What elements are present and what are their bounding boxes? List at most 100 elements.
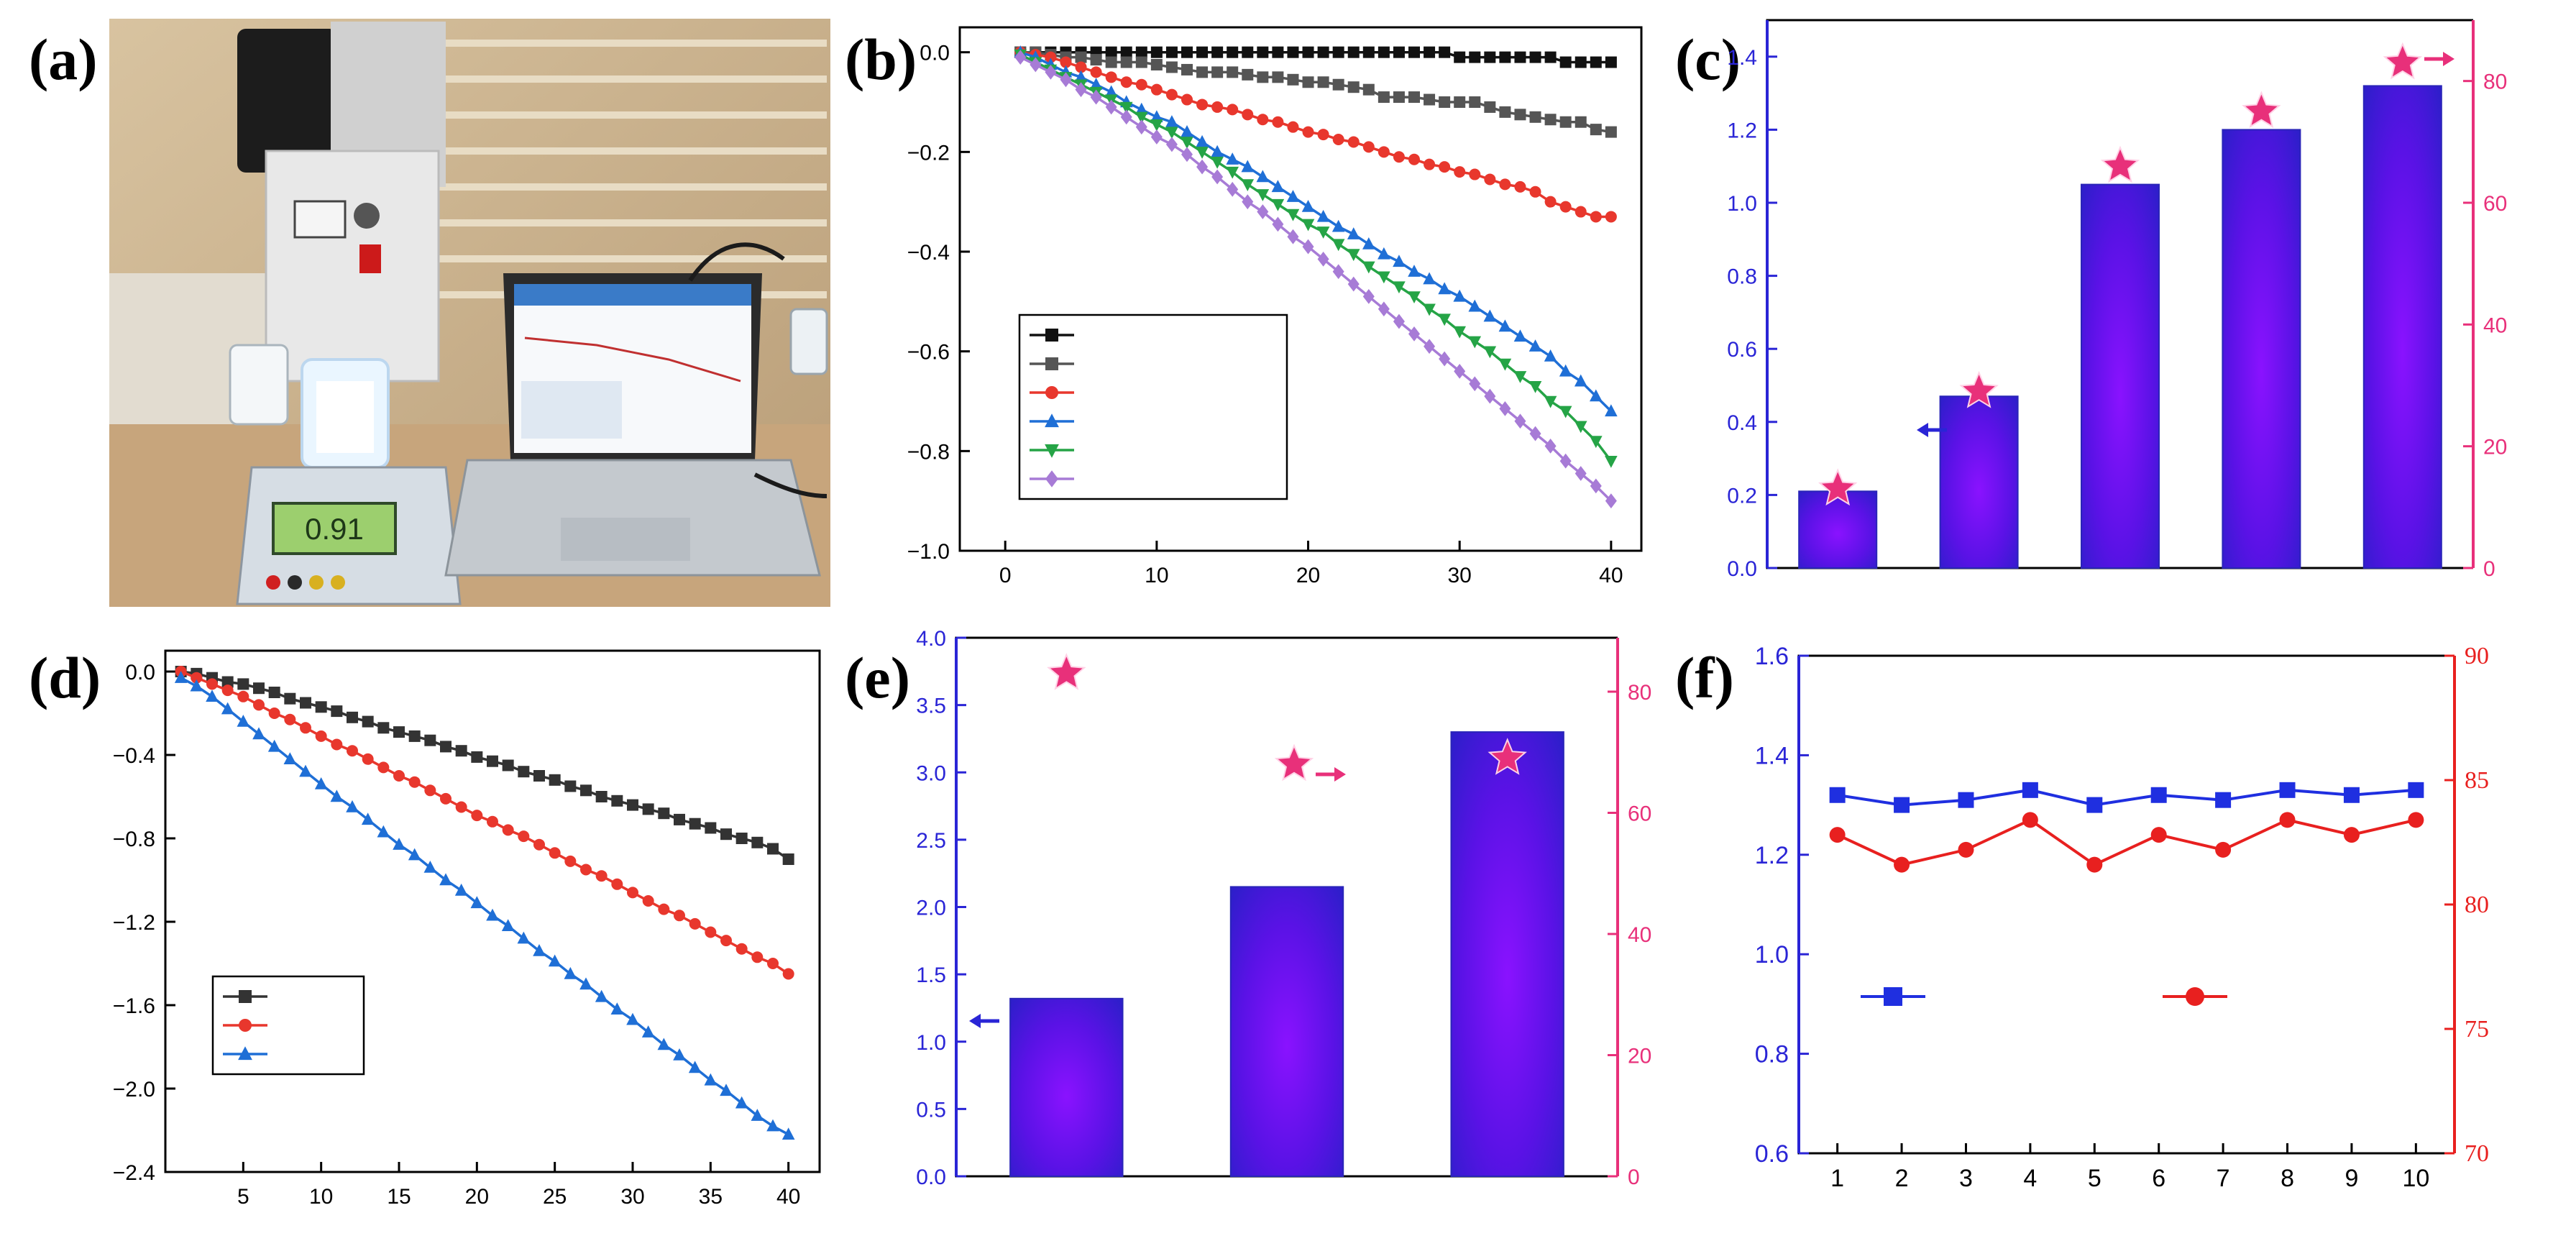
efficiency-star bbox=[1818, 468, 1858, 506]
data-point bbox=[284, 713, 296, 725]
right-y-tick-label: 20 bbox=[2483, 436, 2507, 459]
y-tick-label: 1.2 bbox=[1727, 119, 1757, 142]
efficiency-star bbox=[1959, 370, 1999, 408]
data-point bbox=[1227, 66, 1239, 78]
data-point bbox=[533, 838, 545, 851]
data-point bbox=[1242, 46, 1254, 58]
data-point bbox=[735, 1096, 748, 1109]
data-point bbox=[1424, 93, 1436, 106]
data-point bbox=[657, 1038, 671, 1050]
data-point bbox=[1105, 99, 1117, 115]
data-point bbox=[454, 883, 468, 896]
data-point bbox=[1272, 71, 1284, 83]
data-point bbox=[641, 1025, 655, 1038]
data-point bbox=[767, 958, 779, 969]
x-tick-label: 35 bbox=[699, 1185, 723, 1209]
right-axis-arrowhead bbox=[2443, 52, 2454, 66]
data-point bbox=[674, 910, 685, 922]
data-point bbox=[1544, 395, 1557, 408]
right-y-tick-label: 40 bbox=[1628, 923, 1651, 947]
y-tick-label: 1.0 bbox=[1727, 192, 1757, 216]
data-point bbox=[704, 1073, 718, 1086]
data-point bbox=[1362, 46, 1375, 58]
data-point bbox=[658, 807, 670, 820]
data-point bbox=[1408, 326, 1420, 342]
data-point bbox=[1958, 792, 1974, 808]
data-point bbox=[1165, 115, 1178, 127]
data-point bbox=[1513, 371, 1527, 383]
x-tick-label: 40 bbox=[1599, 564, 1623, 587]
data-point bbox=[518, 830, 530, 843]
data-point bbox=[424, 784, 436, 797]
data-point bbox=[1514, 413, 1526, 429]
data-point bbox=[1287, 121, 1299, 133]
data-point bbox=[471, 751, 483, 763]
data-point bbox=[1211, 169, 1224, 185]
right-y-tick-label: 90 bbox=[2465, 643, 2489, 669]
legend-marker bbox=[239, 1019, 252, 1032]
data-point bbox=[720, 828, 732, 841]
y-tick-label: 0.0 bbox=[920, 42, 950, 65]
panel-label-a: (a) bbox=[29, 27, 98, 92]
y-tick-label: 3.0 bbox=[916, 761, 946, 785]
data-point bbox=[626, 1012, 639, 1025]
plot-frame bbox=[1797, 654, 2454, 1155]
data-point bbox=[1331, 219, 1345, 232]
data-point bbox=[1605, 404, 1618, 417]
data-point bbox=[1529, 426, 1541, 441]
legend-marker bbox=[239, 990, 252, 1003]
data-point bbox=[1060, 72, 1072, 88]
x-tick-label: 30 bbox=[620, 1185, 644, 1209]
data-point bbox=[1423, 272, 1436, 285]
y-tick-label: −0.6 bbox=[907, 341, 950, 365]
right-axis-arrowhead bbox=[1334, 767, 1346, 782]
data-point bbox=[1529, 111, 1541, 123]
panel-label-b: (b) bbox=[845, 27, 917, 92]
data-point bbox=[1483, 309, 1497, 322]
data-point bbox=[1498, 358, 1512, 371]
x-tick-label: 10 bbox=[309, 1185, 333, 1209]
data-point bbox=[1317, 252, 1329, 267]
data-point bbox=[595, 791, 608, 802]
y-tick-label: 1.6 bbox=[1755, 643, 1789, 670]
data-point bbox=[1090, 66, 1102, 78]
data-point bbox=[1484, 51, 1496, 63]
x-tick-label: 30 bbox=[1448, 564, 1472, 587]
electronic-balance: 0.91 bbox=[236, 466, 462, 605]
y-tick-label: 0.6 bbox=[1755, 1140, 1789, 1168]
data-point bbox=[595, 870, 608, 882]
data-point bbox=[1302, 239, 1314, 255]
y-tick-label: −0.2 bbox=[907, 141, 950, 165]
data-point bbox=[1272, 46, 1284, 58]
data-point bbox=[1196, 134, 1209, 147]
data-point bbox=[362, 715, 374, 728]
data-point bbox=[1559, 116, 1572, 128]
data-point bbox=[1287, 46, 1299, 58]
data-point bbox=[782, 968, 794, 980]
data-point bbox=[1226, 152, 1239, 165]
data-point bbox=[1135, 111, 1148, 124]
efficiency-star bbox=[1274, 743, 1314, 782]
data-point bbox=[1484, 101, 1496, 113]
series-line bbox=[180, 677, 789, 1136]
data-point bbox=[1347, 249, 1360, 262]
data-point bbox=[642, 803, 654, 815]
data-point bbox=[424, 734, 436, 746]
data-point bbox=[1438, 313, 1451, 326]
y-tick-label: 0.0 bbox=[1727, 557, 1757, 581]
x-tick-label: 20 bbox=[465, 1185, 489, 1209]
laptop bbox=[444, 273, 821, 577]
data-point bbox=[1529, 51, 1541, 63]
data-point bbox=[766, 1119, 779, 1132]
data-point bbox=[2343, 827, 2360, 843]
data-point bbox=[751, 951, 764, 963]
data-point bbox=[1287, 229, 1299, 244]
data-point bbox=[1316, 209, 1330, 222]
data-point bbox=[1332, 46, 1344, 58]
y-tick-label: −0.4 bbox=[907, 241, 950, 265]
data-point bbox=[1060, 56, 1072, 68]
data-point bbox=[1559, 364, 1572, 377]
data-point bbox=[548, 954, 562, 967]
data-point bbox=[1362, 141, 1375, 153]
data-point bbox=[580, 864, 592, 876]
